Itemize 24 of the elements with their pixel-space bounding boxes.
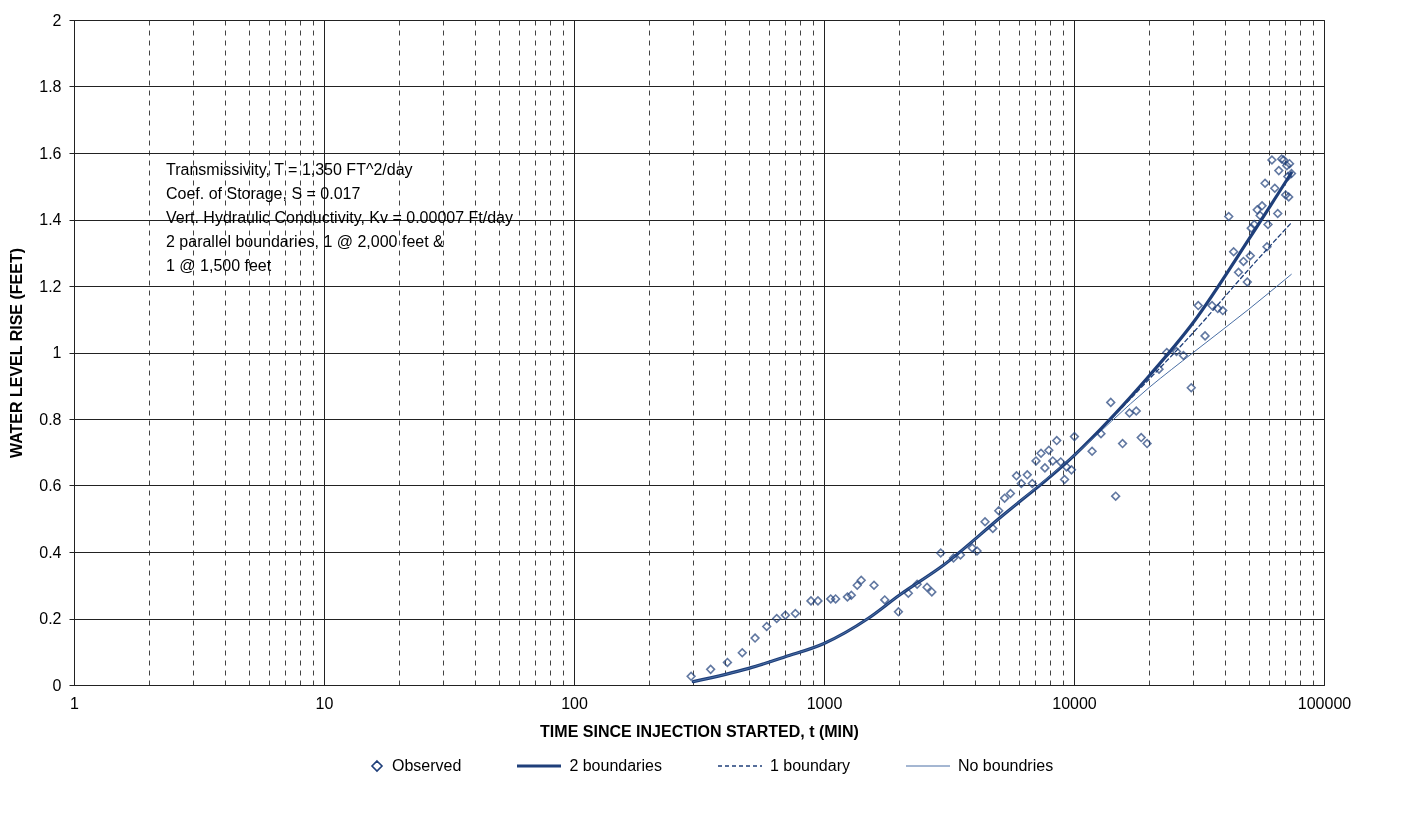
- x-tick-label: 1000: [806, 694, 843, 712]
- legend-label: 1 boundary: [769, 757, 850, 775]
- x-tick-label: 10000: [1052, 694, 1097, 712]
- legend-label: 2 boundaries: [569, 757, 662, 775]
- legend-label: No boundries: [957, 757, 1054, 775]
- y-tick-label: 0: [52, 676, 62, 694]
- y-tick-label: 0.2: [39, 610, 62, 627]
- x-tick-label: 10: [315, 694, 334, 712]
- y-tick-label: 1.4: [39, 211, 62, 228]
- y-tick-label: 1.8: [39, 78, 62, 95]
- y-tick-label: 0.6: [39, 477, 62, 494]
- x-axis-title: TIME SINCE INJECTION STARTED, t (MIN): [540, 722, 859, 740]
- y-tick-label: 1: [52, 344, 62, 361]
- y-tick-label: 0.8: [39, 410, 62, 428]
- legend-label: Observed: [392, 757, 462, 775]
- y-tick-label: 1.6: [39, 144, 62, 162]
- x-tick-label: 100: [561, 694, 588, 712]
- annotation: 1 @ 1,500 feet: [166, 257, 272, 274]
- x-tick-label: 1: [70, 694, 80, 712]
- y-tick-label: 2: [52, 11, 62, 29]
- x-tick-label: 100000: [1297, 694, 1352, 712]
- y-tick-label: 0.4: [39, 543, 62, 561]
- y-axis-title: WATER LEVEL RISE (FEET): [8, 247, 26, 459]
- y-tick-label: 1.2: [39, 277, 62, 295]
